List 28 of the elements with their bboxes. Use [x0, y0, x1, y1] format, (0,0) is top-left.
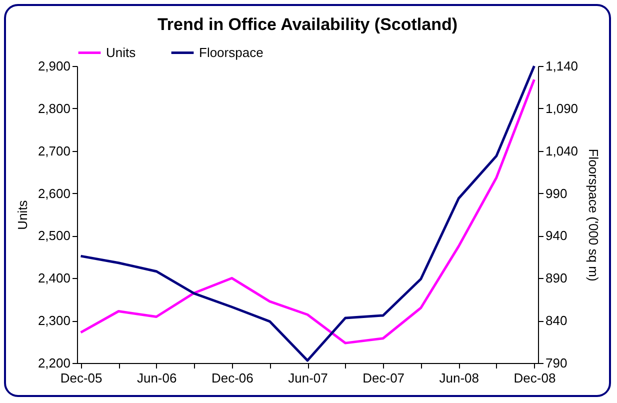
legend-label: Units — [106, 44, 136, 60]
y2-tick-label: 790 — [546, 356, 568, 370]
legend-label: Floorspace — [199, 44, 264, 60]
y-tick-label: 2,200 — [38, 356, 70, 370]
x-tick-label: Dec-06 — [211, 370, 254, 386]
x-tick-label: Dec-05 — [60, 370, 102, 386]
y2-tick-label: 840 — [546, 313, 568, 328]
y2-tick-label: 890 — [546, 270, 568, 286]
y2-tick-label: 990 — [546, 186, 568, 201]
y2-tick-label: 1,140 — [546, 58, 578, 74]
x-tick-label: Dec-07 — [362, 370, 405, 386]
y-tick-label: 2,700 — [38, 143, 70, 158]
y-tick-label: 2,400 — [38, 270, 70, 286]
x-tick-label: Jun-06 — [136, 370, 177, 386]
y2-tick-label: 940 — [546, 228, 568, 244]
y-tick-label: 2,900 — [38, 58, 70, 74]
y2-tick-label: 1,040 — [546, 143, 578, 158]
x-tick-label: Dec-08 — [514, 370, 556, 386]
y-tick-label: 2,600 — [38, 186, 70, 201]
y-axis-title: Units — [14, 200, 30, 230]
y-tick-label: 2,500 — [38, 228, 70, 244]
chart-title: Trend in Office Availability (Scotland) — [157, 15, 458, 34]
x-tick-label: Jun-07 — [288, 370, 328, 386]
x-tick-label: Jun-08 — [439, 370, 480, 386]
y-tick-label: 2,300 — [38, 313, 70, 328]
y-tick-label: 2,800 — [38, 100, 70, 116]
y2-axis-title: Floorspace ('000 sq m) — [586, 148, 602, 282]
y2-tick-label: 1,090 — [546, 100, 578, 116]
